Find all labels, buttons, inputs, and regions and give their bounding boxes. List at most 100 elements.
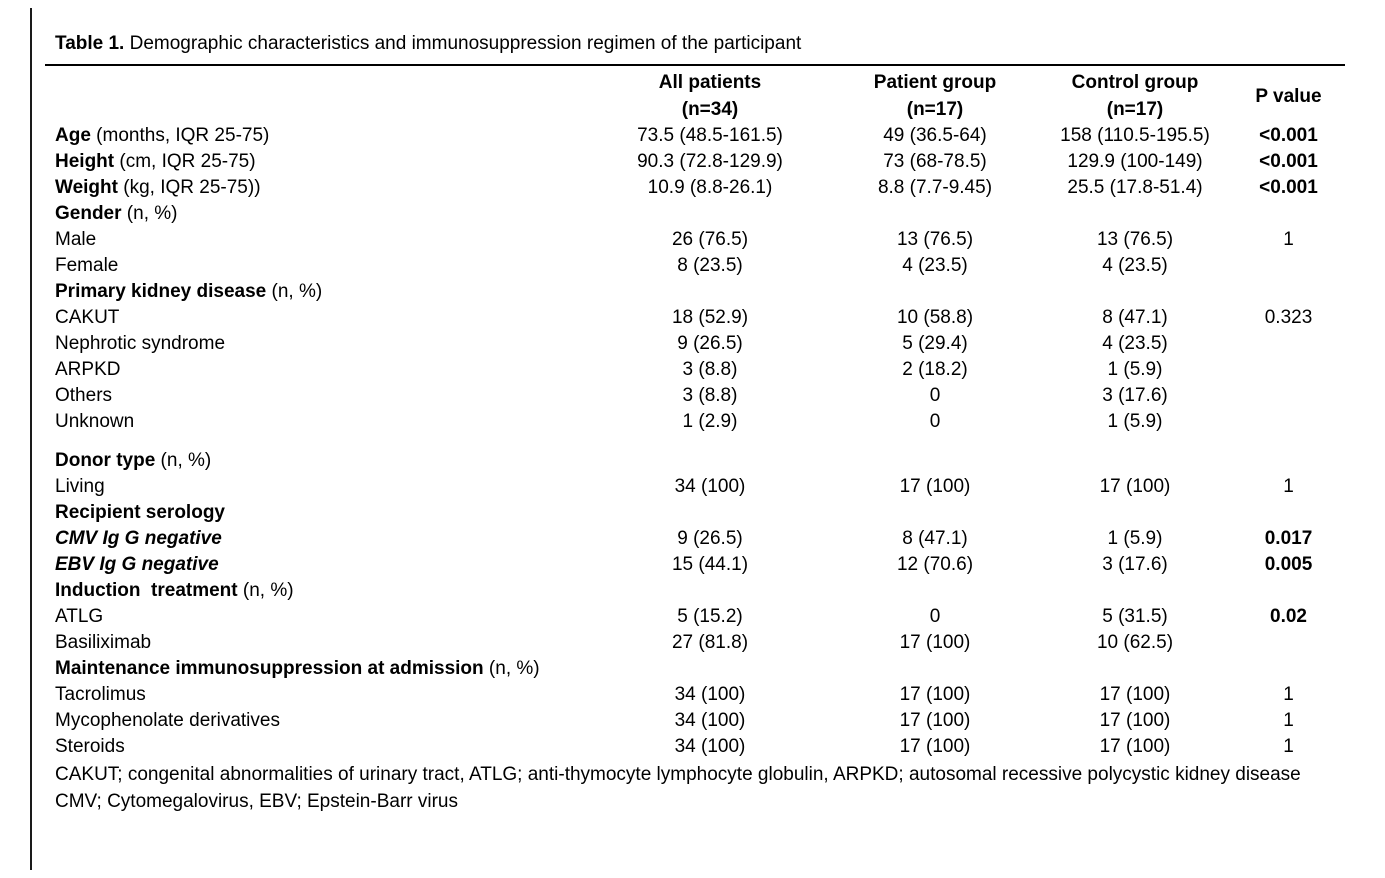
row-label-bold: Height: [55, 151, 115, 172]
cell-p-value: [1230, 578, 1347, 604]
cell-all-patients: 90.3 (72.8-129.9): [637, 151, 783, 172]
table-row: Induction treatment (n, %): [55, 578, 1347, 604]
row-label-bold: Maintenance immunosuppression at admissi…: [55, 658, 484, 679]
table-row: Gender (n, %): [55, 201, 1347, 227]
row-label: Female: [55, 253, 590, 279]
cell-control-group: 17 (100): [1099, 684, 1171, 705]
row-label: Donor type (n, %): [55, 448, 590, 474]
row-label-bold: Weight: [55, 177, 118, 198]
row-label: Gender (n, %): [55, 201, 590, 227]
table-row: Unknown 1 (2.9) 0 1 (5.9): [55, 409, 1347, 435]
table-row: Basiliximab 27 (81.8) 17 (100) 10 (62.5): [55, 630, 1347, 656]
cell-all-patients: 15 (44.1): [671, 554, 749, 575]
row-label: CMV Ig G negative: [55, 526, 590, 552]
cell-patient-group: [830, 448, 1040, 474]
cell-all-patients: 10.9 (8.8-26.1): [647, 177, 773, 198]
cell-control-group: [1040, 500, 1230, 526]
cell-control-group: 10 (62.5): [1096, 632, 1174, 653]
table-row: Donor type (n, %): [55, 448, 1347, 474]
cell-p-value: 0.005: [1264, 554, 1313, 575]
header-control-group-name: Control group: [1071, 72, 1199, 93]
row-label-text: Male: [55, 229, 97, 250]
row-label-text: ARPKD: [55, 359, 121, 380]
table-caption-number: Table 1.: [55, 33, 125, 54]
table-body: Age (months, IQR 25-75) 73.5 (48.5-161.5)…: [55, 123, 1347, 760]
cell-patient-group: 73 (68-78.5): [883, 151, 987, 172]
cell-all-patients: 18 (52.9): [671, 307, 749, 328]
table-caption-text: Demographic characteristics and immunosu…: [124, 33, 802, 54]
cell-control-group: 3 (17.6): [1102, 554, 1168, 575]
cell-p-value: [1230, 331, 1347, 357]
cell-control-group: [1040, 448, 1230, 474]
cell-patient-group: 17 (100): [899, 632, 971, 653]
header-characteristic: [55, 69, 590, 123]
cell-p-value: <0.001: [1259, 177, 1318, 198]
cell-patient-group: [830, 578, 1040, 604]
row-label: ARPKD: [55, 357, 590, 383]
row-label-bold: Induction treatment: [55, 580, 238, 601]
table-header: All patients (n=34) Patient group (n=17)…: [55, 69, 1347, 123]
cell-all-patients: 9 (26.5): [677, 528, 743, 549]
cell-p-value: [1230, 656, 1347, 682]
cell-all-patients: 34 (100): [674, 476, 746, 497]
table-row: CAKUT 18 (52.9) 10 (58.8) 8 (47.1) 0.323: [55, 305, 1347, 331]
cell-all-patients: 26 (76.5): [671, 229, 749, 250]
cell-all-patients: 8 (23.5): [677, 255, 743, 276]
row-label: Others: [55, 383, 590, 409]
cell-p-value: [1230, 409, 1347, 435]
row-label: Living: [55, 474, 590, 500]
row-label: ATLG: [55, 604, 590, 630]
row-label-bold: Primary kidney disease: [55, 281, 267, 302]
header-all-patients-name: All patients: [658, 72, 762, 93]
cell-control-group: [1040, 578, 1230, 604]
row-label-text: Basiliximab: [55, 632, 152, 653]
table-row: ARPKD 3 (8.8) 2 (18.2) 1 (5.9): [55, 357, 1347, 383]
cell-p-value: 1: [1283, 736, 1294, 757]
cell-patient-group: 13 (76.5): [896, 229, 974, 250]
spacer-cell: [55, 435, 1347, 448]
table-block: Table 1. Demographic characteristics and…: [45, 32, 1347, 815]
cell-p-value: 0.017: [1264, 528, 1313, 549]
cell-all-patients: [590, 279, 830, 305]
table-row: Primary kidney disease (n, %): [55, 279, 1347, 305]
row-label: Unknown: [55, 409, 590, 435]
row-label: Tacrolimus: [55, 682, 590, 708]
row-label: Recipient serology: [55, 500, 590, 526]
row-label-text: CAKUT: [55, 307, 120, 328]
cell-p-value: <0.001: [1259, 151, 1318, 172]
cell-p-value: [1230, 279, 1347, 305]
row-label: Weight (kg, IQR 25-75)): [55, 175, 590, 201]
row-label-text: Steroids: [55, 736, 125, 757]
row-label-text: (n, %): [155, 450, 212, 471]
cell-all-patients: 27 (81.8): [671, 632, 749, 653]
cell-control-group: 3 (17.6): [1102, 385, 1168, 406]
table-row: Others 3 (8.8) 0 3 (17.6): [55, 383, 1347, 409]
cell-patient-group: 17 (100): [899, 736, 971, 757]
cell-all-patients: 34 (100): [674, 710, 746, 731]
cell-patient-group: 4 (23.5): [902, 255, 968, 276]
cell-patient-group: [830, 201, 1040, 227]
demographics-table: All patients (n=34) Patient group (n=17)…: [55, 69, 1347, 760]
row-label-bold: Donor type: [55, 450, 156, 471]
row-label-text: (n, %): [237, 580, 294, 601]
cell-patient-group: [830, 500, 1040, 526]
cell-patient-group: 10 (58.8): [896, 307, 974, 328]
row-label-text: Others: [55, 385, 113, 406]
row-label: Mycophenolate derivatives: [55, 708, 590, 734]
table-row: Tacrolimus 34 (100) 17 (100) 17 (100) 1: [55, 682, 1347, 708]
header-control-group: Control group (n=17): [1040, 69, 1230, 123]
table-row: Recipient serology: [55, 500, 1347, 526]
cell-patient-group: 0: [929, 385, 941, 406]
cell-p-value: 0.323: [1264, 307, 1313, 328]
cell-all-patients: [590, 448, 830, 474]
table-row: Mycophenolate derivatives 34 (100) 17 (100…: [55, 708, 1347, 734]
table-row: ATLG 5 (15.2) 0 5 (31.5) 0.02: [55, 604, 1347, 630]
cell-all-patients: 3 (8.8): [682, 385, 738, 406]
row-label-text: Unknown: [55, 411, 135, 432]
row-label-bold: Gender: [55, 203, 122, 224]
cell-patient-group: 17 (100): [899, 684, 971, 705]
row-label-text: (kg, IQR 25-75)): [117, 177, 261, 198]
cell-p-value: [1230, 201, 1347, 227]
cell-control-group: 17 (100): [1099, 476, 1171, 497]
row-label-bold: Recipient serology: [55, 502, 225, 523]
